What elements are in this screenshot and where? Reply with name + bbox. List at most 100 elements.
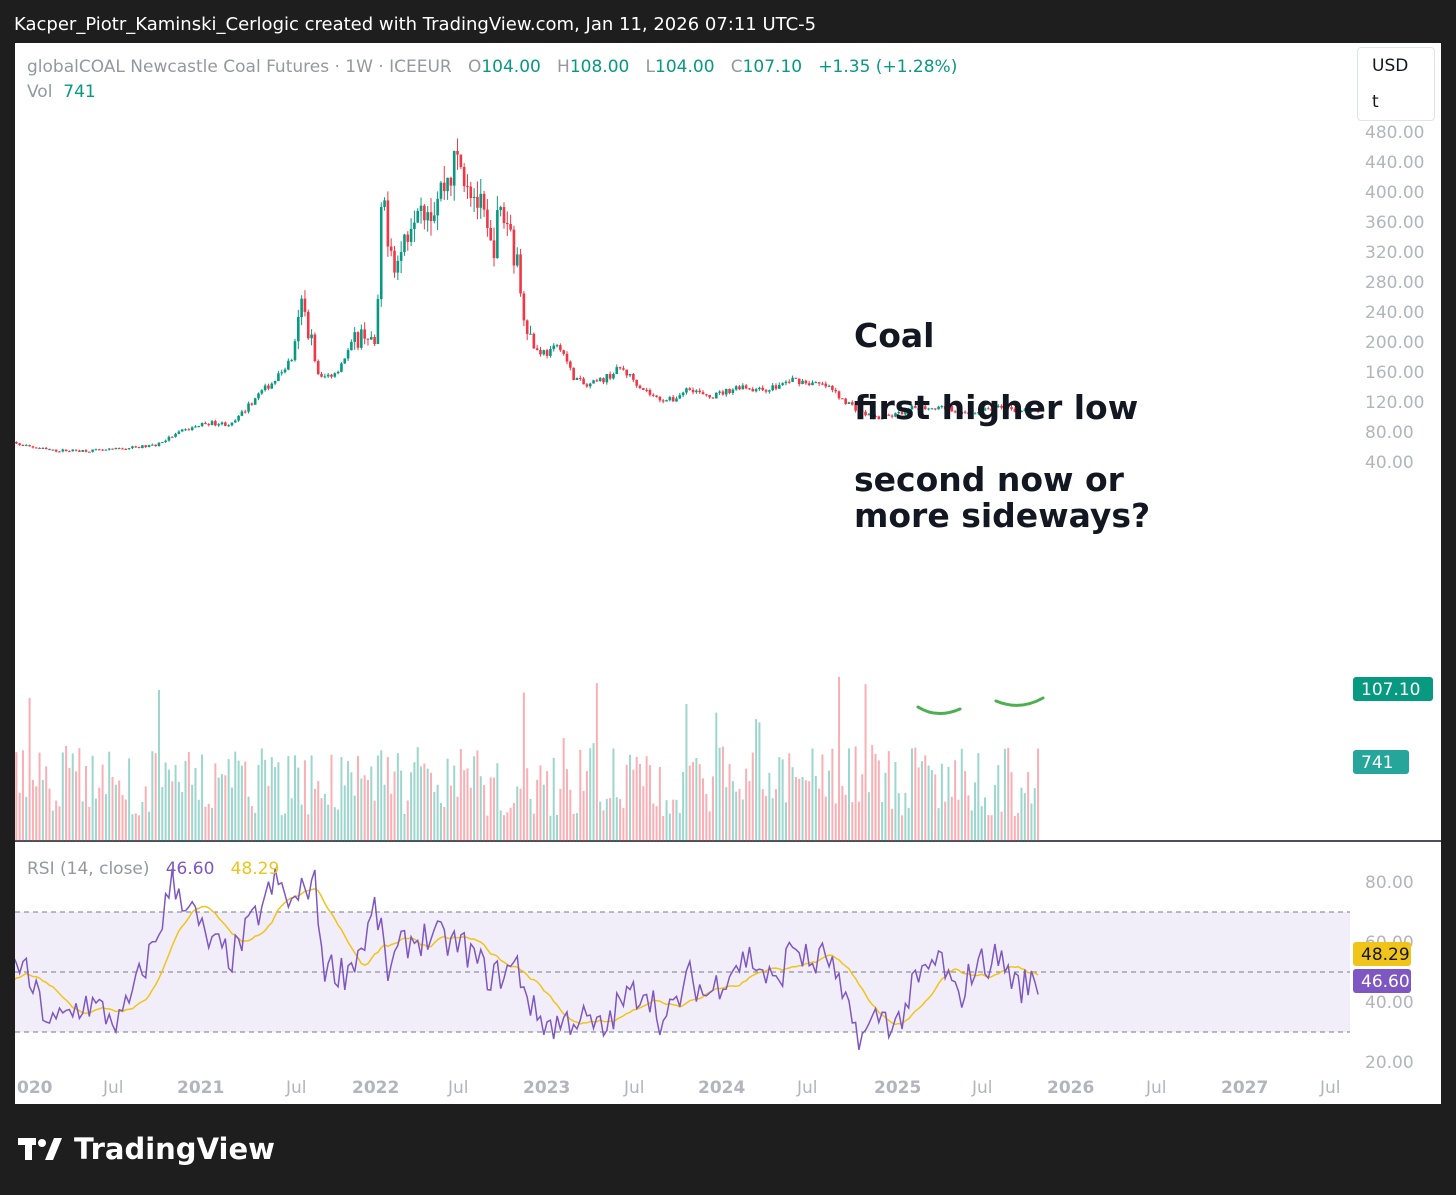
volume-bar — [814, 776, 817, 841]
candle-body — [15, 441, 18, 444]
volume-bar — [506, 812, 509, 841]
candle-body — [114, 448, 118, 450]
candle-body — [144, 445, 148, 447]
volume-value: 741 — [63, 82, 96, 102]
candle-body — [615, 367, 619, 374]
volume-bar — [602, 810, 605, 841]
price-axis-tick: 480.00 — [1365, 123, 1424, 143]
candle-body — [618, 367, 622, 369]
volume-bar — [702, 778, 705, 841]
currency-unit-button[interactable]: USD t — [1357, 47, 1435, 121]
time-axis-tick: Jul — [796, 1078, 818, 1098]
volume-bar — [748, 781, 751, 841]
volume-bar — [970, 810, 973, 841]
volume-bar — [841, 785, 844, 841]
volume-bar — [977, 753, 980, 841]
chart-canvas[interactable]: 480.00 440.00 400.00 360.00 320.00 280.00 240.… — [15, 43, 1441, 1104]
candle-body — [137, 446, 141, 449]
candle-body — [575, 377, 579, 381]
candle-body — [280, 372, 284, 374]
candle-body — [874, 416, 877, 418]
candle-body — [894, 413, 897, 417]
price-axis-tick: 440.00 — [1365, 153, 1424, 173]
chart-annotation[interactable]: Coal first higher low second now or more… — [854, 318, 1150, 534]
candle-body — [253, 398, 257, 405]
high-value: 108.00 — [569, 57, 630, 77]
volume-bar — [131, 814, 134, 841]
candle-body — [174, 433, 177, 437]
volume-bar — [648, 765, 651, 841]
volume-bar — [317, 781, 320, 841]
volume-bar — [459, 749, 462, 841]
candle-body — [622, 368, 625, 370]
volume-bar — [436, 784, 439, 841]
candle-body — [399, 252, 403, 261]
candle-body — [529, 333, 532, 335]
volume-bar — [552, 757, 555, 841]
volume-bar — [320, 798, 323, 841]
volume-bar — [307, 814, 310, 841]
candle-body — [758, 387, 761, 390]
volume-bar — [824, 796, 827, 841]
volume-bar — [21, 750, 24, 841]
candle-body — [210, 421, 214, 426]
price-axis-tick: 400.00 — [1365, 183, 1424, 203]
candle-body — [655, 395, 658, 397]
candle-body — [714, 392, 718, 399]
candle-body — [257, 393, 260, 399]
volume-bar — [930, 770, 933, 841]
volume-bar — [51, 810, 54, 841]
candle-body — [595, 380, 599, 382]
volume-bar — [662, 815, 665, 841]
candle-body — [960, 411, 964, 415]
volume-bar — [804, 780, 807, 841]
volume-bar — [940, 763, 943, 841]
candle-body — [741, 385, 745, 390]
candle-body — [572, 367, 575, 381]
candle-body — [519, 254, 522, 294]
candle-body — [668, 397, 672, 401]
candle-body — [1010, 407, 1013, 410]
candle-body — [927, 408, 930, 410]
volume-bar — [652, 803, 655, 841]
candle-body — [864, 411, 867, 416]
candle-body — [310, 334, 313, 339]
volume-bar — [668, 813, 671, 841]
candle-body — [151, 444, 154, 446]
candle-body — [552, 345, 556, 349]
volume-bar — [519, 788, 522, 841]
time-axis-tick: 2026 — [1047, 1078, 1094, 1098]
volume-bar — [91, 755, 94, 841]
candle-body — [131, 446, 134, 449]
candle-body — [313, 334, 317, 362]
volume-bar — [207, 803, 210, 841]
volume-bar — [728, 764, 731, 841]
annotation-line-4: more sideways? — [854, 496, 1151, 535]
candle-body — [247, 403, 250, 412]
candle-body — [768, 390, 771, 392]
volume-bar — [453, 765, 456, 841]
candle-body — [356, 332, 360, 348]
open-label: O — [467, 57, 482, 77]
volume-bar — [141, 801, 144, 841]
candle-body — [781, 383, 784, 385]
volume-bar — [761, 789, 764, 841]
volume-bar — [711, 776, 714, 841]
volume-bar — [861, 774, 864, 841]
volume-bar — [187, 751, 190, 841]
candle-body — [970, 413, 974, 415]
volume-bar — [556, 814, 559, 841]
time-axis-tick: Jul — [447, 1078, 469, 1098]
candle-body — [442, 182, 446, 192]
volume-bar — [566, 769, 569, 841]
candle-body — [870, 414, 874, 417]
candle-body — [141, 445, 144, 449]
candle-body — [509, 224, 512, 230]
volume-bar — [108, 751, 111, 841]
volume-bar — [765, 796, 768, 841]
candle-body — [426, 212, 429, 221]
chart-frame[interactable]: 480.00 440.00 400.00 360.00 320.00 280.00 240.… — [15, 43, 1441, 1104]
volume-bar — [191, 784, 194, 841]
volume-bar — [420, 766, 423, 841]
volume-bar — [917, 767, 920, 841]
